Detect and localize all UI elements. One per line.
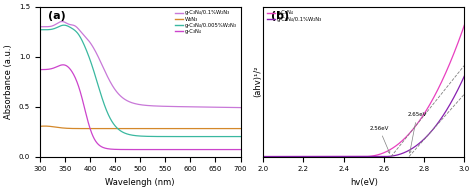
Text: (a): (a) [48, 11, 65, 21]
Text: 2.56eV: 2.56eV [369, 125, 390, 153]
Text: 2.65eV: 2.65eV [407, 112, 427, 153]
X-axis label: hv(eV): hv(eV) [350, 178, 378, 187]
Y-axis label: Absorbance (a.u.): Absorbance (a.u.) [4, 44, 13, 119]
Y-axis label: (ahv)¹/²: (ahv)¹/² [253, 66, 262, 97]
Text: (b): (b) [271, 11, 290, 21]
Legend: g-C₃N₄/0.1%W₂N₃, W₂N₃, g-C₃N₄/0.005%W₂N₃, g-C₃N₄: g-C₃N₄/0.1%W₂N₃, W₂N₃, g-C₃N₄/0.005%W₂N₃… [174, 9, 238, 35]
X-axis label: Wavelengh (nm): Wavelengh (nm) [105, 178, 175, 187]
Legend: g-C₃N₄, g-C₃N₄/0.1%W₂N₃: g-C₃N₄, g-C₃N₄/0.1%W₂N₃ [266, 9, 323, 23]
